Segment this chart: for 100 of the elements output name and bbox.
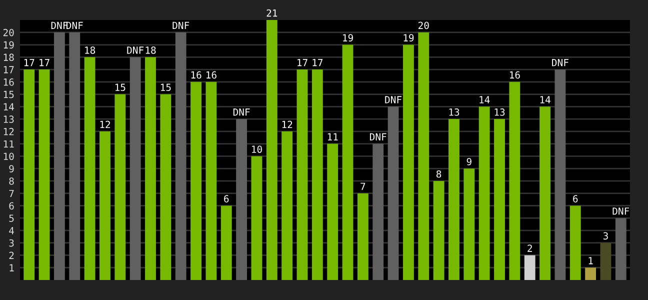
bar xyxy=(220,206,232,280)
bar xyxy=(160,94,172,280)
bar xyxy=(175,32,186,280)
bar xyxy=(236,119,248,280)
data-label: 21 xyxy=(266,9,278,17)
data-label: DNF xyxy=(127,46,144,54)
bar xyxy=(145,57,156,280)
bar xyxy=(585,268,596,280)
bar xyxy=(342,44,354,280)
y-tick-label: 1 xyxy=(10,264,14,272)
y-tick-label: 19 xyxy=(4,41,14,49)
data-label: 19 xyxy=(404,34,414,42)
data-label: 1 xyxy=(588,257,593,264)
data-label: DNF xyxy=(612,208,630,215)
bar xyxy=(24,70,35,280)
data-label: 6 xyxy=(224,195,229,202)
bar xyxy=(357,193,368,280)
data-label: 9 xyxy=(466,158,472,166)
y-tick-label: 12 xyxy=(4,128,14,136)
bar xyxy=(266,20,278,280)
y-tick-label: 9 xyxy=(9,165,14,172)
bar xyxy=(509,82,520,280)
bar xyxy=(190,82,202,280)
bar xyxy=(114,94,126,280)
bar xyxy=(54,32,65,280)
bar xyxy=(282,131,293,280)
bar xyxy=(600,242,612,280)
y-tick-label: 13 xyxy=(4,116,14,123)
data-label: 20 xyxy=(418,22,429,30)
data-label: 12 xyxy=(100,120,110,128)
data-label: 2 xyxy=(528,244,532,252)
y-tick-label: 4 xyxy=(9,227,14,234)
data-label: 18 xyxy=(146,46,156,54)
bar xyxy=(540,106,550,280)
y-tick-label: 2 xyxy=(9,252,14,259)
y-tick-label: 7 xyxy=(9,190,14,198)
y-tick-label: 20 xyxy=(3,28,14,36)
data-label: 8 xyxy=(436,170,442,178)
bar xyxy=(251,156,262,280)
data-label: 18 xyxy=(85,46,96,54)
bar xyxy=(494,119,505,280)
bar xyxy=(69,32,80,280)
y-tick-label: 16 xyxy=(4,78,14,86)
data-label: 16 xyxy=(191,71,202,79)
bar xyxy=(372,144,384,280)
bar xyxy=(615,218,626,280)
data-label: 11 xyxy=(328,133,338,140)
data-label: 13 xyxy=(494,108,505,116)
y-tick-label: 11 xyxy=(4,140,14,148)
bar xyxy=(524,255,536,280)
data-label: DNF xyxy=(66,22,83,29)
data-label: 17 xyxy=(312,59,323,66)
data-label: DNF xyxy=(233,108,250,116)
bar xyxy=(130,57,141,280)
data-label: 17 xyxy=(40,59,50,66)
data-label: 3 xyxy=(603,232,608,240)
bar xyxy=(327,144,338,280)
bar xyxy=(388,106,399,280)
bar xyxy=(570,206,581,280)
bar xyxy=(402,44,414,280)
data-label: 14 xyxy=(540,96,550,104)
bar xyxy=(206,82,217,280)
data-label: DNF xyxy=(552,59,568,66)
bar xyxy=(478,106,490,280)
data-label: 13 xyxy=(449,108,460,116)
bar xyxy=(448,119,460,280)
data-label: DNF xyxy=(370,133,386,140)
data-label: DNF xyxy=(172,22,190,29)
y-tick-label: 10 xyxy=(4,152,14,160)
bar xyxy=(464,168,475,280)
data-label: 7 xyxy=(360,182,366,190)
data-label: 14 xyxy=(480,96,490,104)
y-tick-label: 6 xyxy=(9,202,14,210)
data-label: DNF xyxy=(51,22,68,29)
bar xyxy=(433,180,444,280)
bar xyxy=(312,70,323,280)
bar xyxy=(38,70,50,280)
data-label: 16 xyxy=(510,71,520,79)
y-tick-label: 3 xyxy=(9,239,14,247)
data-label: 12 xyxy=(282,120,292,128)
data-label: 15 xyxy=(115,84,126,92)
bar xyxy=(418,32,430,280)
data-label: 6 xyxy=(573,195,578,202)
bar xyxy=(554,70,566,280)
data-label: DNF xyxy=(385,96,402,104)
y-tick-label: 5 xyxy=(9,214,14,222)
bar xyxy=(100,131,110,280)
bar xyxy=(84,57,96,280)
data-label: 19 xyxy=(343,34,353,42)
data-label: 16 xyxy=(206,71,216,79)
y-tick-label: 18 xyxy=(4,54,14,61)
y-tick-label: 15 xyxy=(4,90,14,98)
y-tick-label: 8 xyxy=(9,177,14,185)
data-label: 17 xyxy=(24,59,34,66)
y-tick-label: 17 xyxy=(4,66,14,74)
data-label: 15 xyxy=(160,84,171,92)
data-label: 17 xyxy=(298,59,308,66)
y-tick-label: 14 xyxy=(4,103,14,110)
bar xyxy=(296,70,308,280)
data-label: 10 xyxy=(252,146,262,153)
